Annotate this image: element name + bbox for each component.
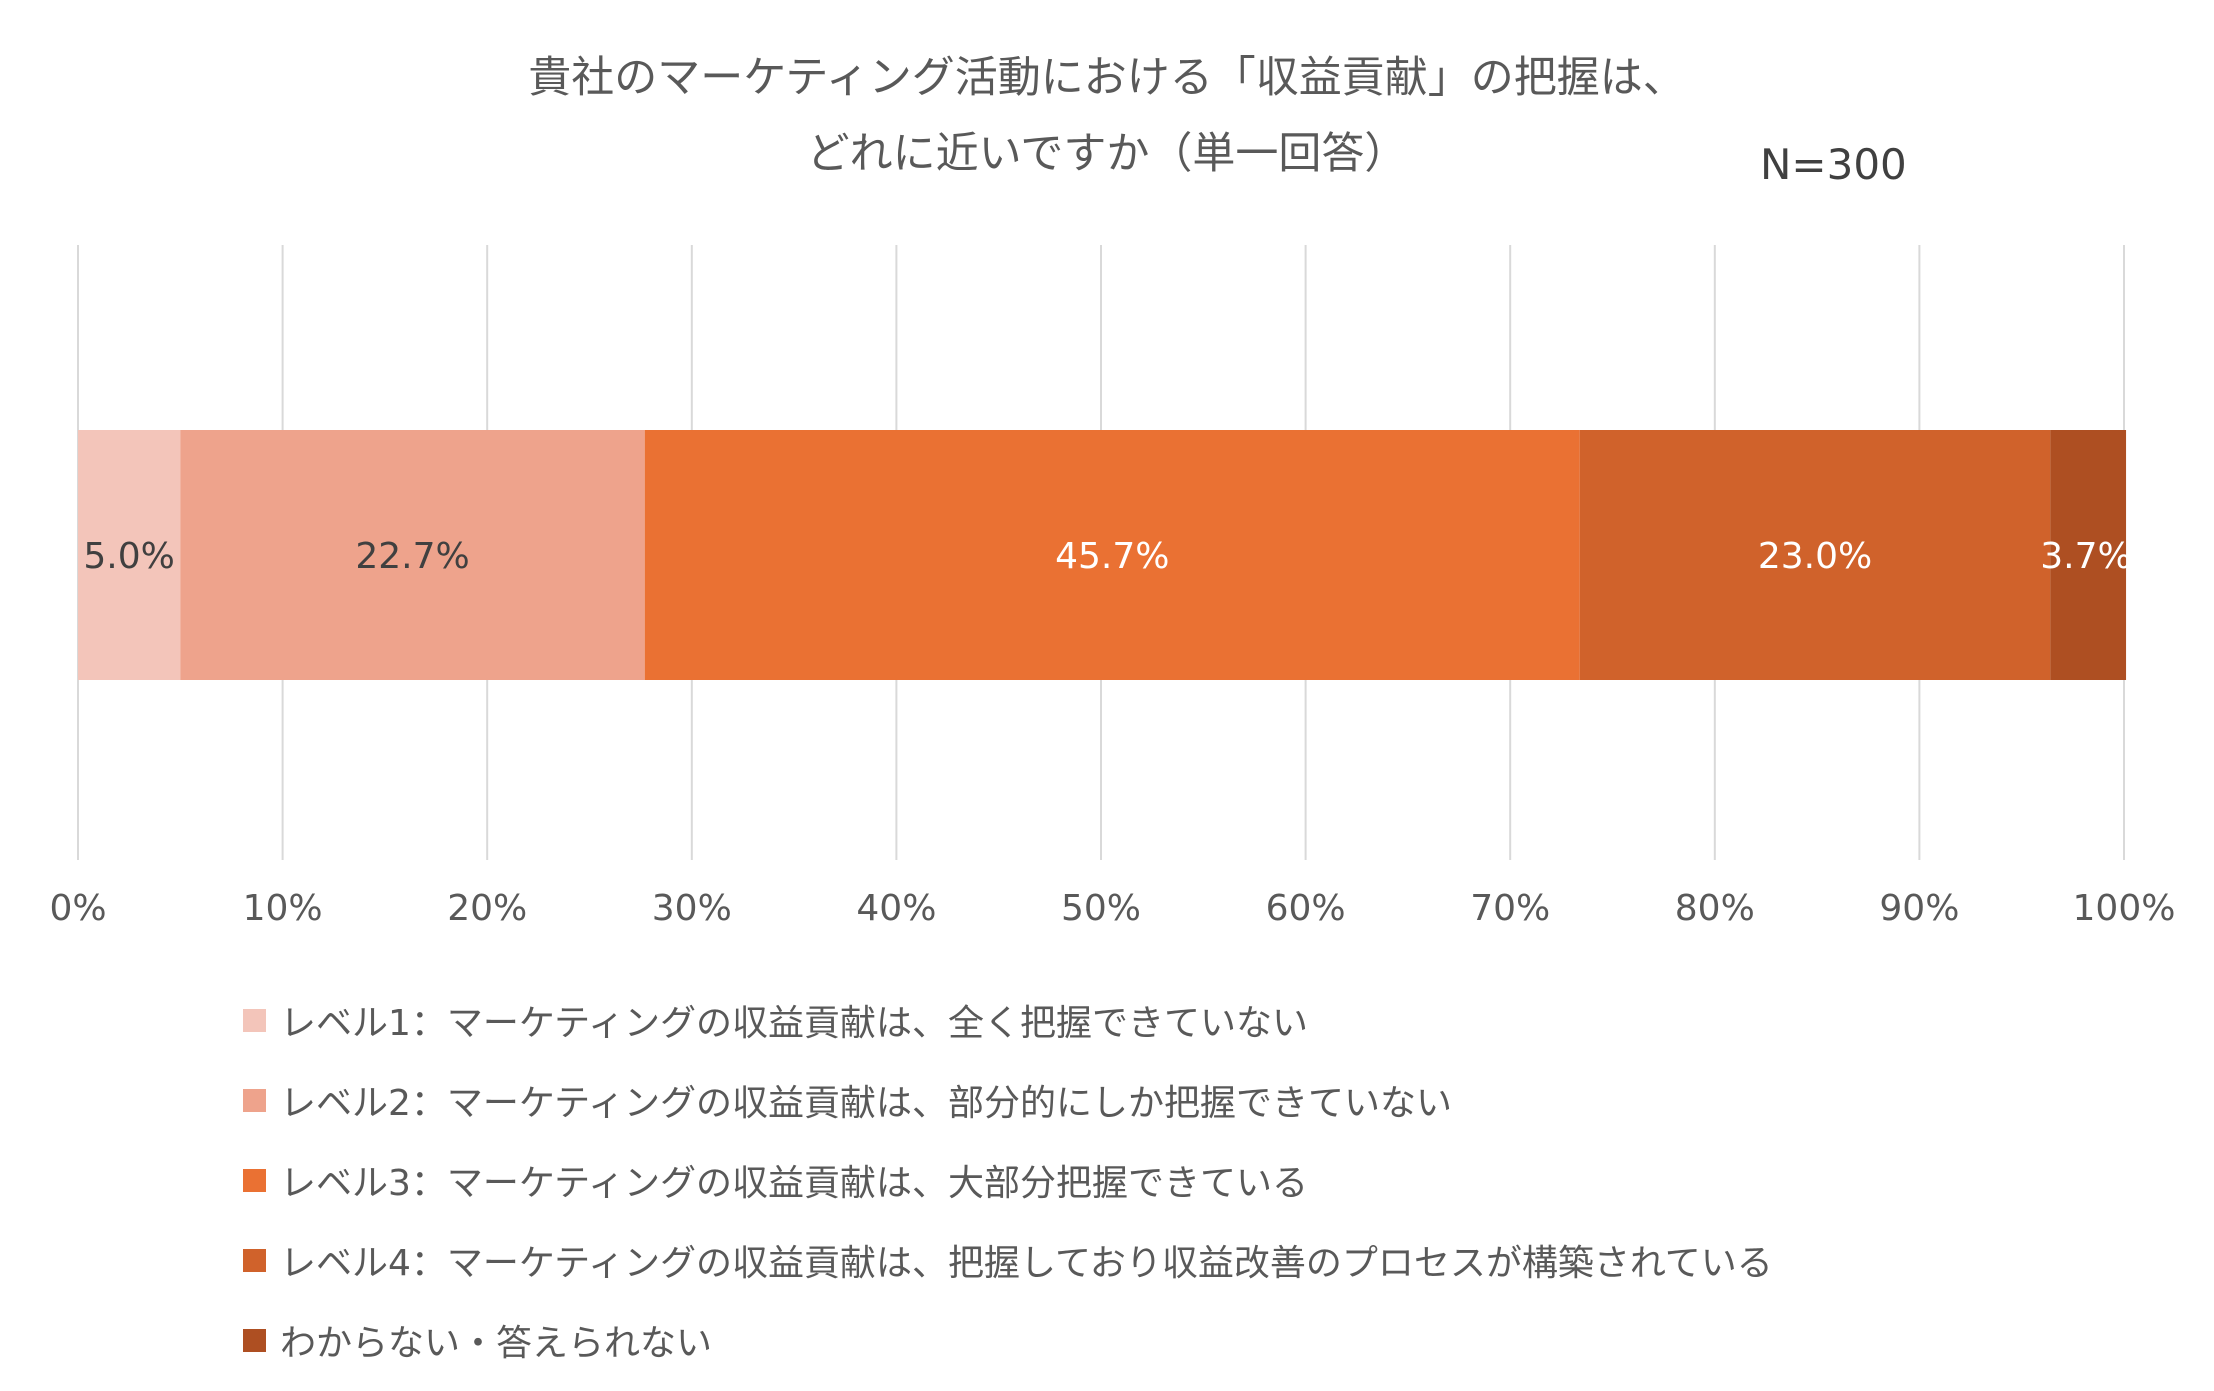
data-label-2: 22.7%	[355, 536, 469, 577]
legend-swatch-5	[243, 1328, 266, 1352]
x-tick-label-8: 80%	[1675, 888, 1755, 929]
legend-item-2: レベル2：マーケティングの収益貢献は、部分的にしか把握できていない	[243, 1060, 1773, 1140]
legend-item-1: レベル1：マーケティングの収益貢献は、全く把握できていない	[243, 980, 1773, 1060]
x-tick-label-1: 10%	[243, 888, 323, 929]
x-tick-label-3: 30%	[652, 888, 732, 929]
data-label-3: 45.7%	[1055, 536, 1169, 577]
chart-title-line-1: 貴社のマーケティング活動における「収益貢献」の把握は、	[528, 53, 1686, 103]
legend-label-5: わからない・答えられない	[280, 1323, 713, 1364]
legend-item-4: レベル4：マーケティングの収益貢献は、把握しており収益改善のプロセスが構築されて…	[243, 1220, 1773, 1300]
legend-swatch-1	[243, 1008, 266, 1032]
chart-title-line-2: どれに近いですか（単一回答）	[806, 129, 1408, 179]
bar-segment-5	[2050, 430, 2127, 680]
legend-label-3: レベル3：マーケティングの収益貢献は、大部分把握できている	[280, 1163, 1309, 1204]
x-tick-label-2: 20%	[447, 888, 527, 929]
data-label-1: 5.0%	[83, 536, 174, 577]
bar-segment-2	[180, 430, 645, 680]
x-tick-label-10: 100%	[2073, 888, 2176, 929]
x-tick-label-5: 50%	[1061, 888, 1141, 929]
legend-swatch-3	[243, 1168, 266, 1192]
legend-label-4: レベル4：マーケティングの収益貢献は、把握しており収益改善のプロセスが構築されて…	[280, 1243, 1773, 1284]
chart-title: 貴社のマーケティング活動における「収益貢献」の把握は、 どれに近いですか（単一回…	[0, 40, 2214, 192]
data-labels: 5.0% 22.7% 45.7% 23.0% 3.7%	[83, 536, 2131, 577]
legend: レベル1：マーケティングの収益貢献は、全く把握できていないレベル2：マーケティン…	[243, 980, 1773, 1380]
x-tick-label-4: 40%	[856, 888, 936, 929]
stacked-bar	[78, 430, 2127, 680]
x-axis-ticks: 0% 10% 20% 30% 40% 50% 60% 70% 80% 90% 100%	[49, 888, 2175, 929]
legend-swatch-4	[243, 1248, 266, 1272]
bar-segment-1	[78, 430, 181, 680]
legend-swatch-2	[243, 1088, 266, 1112]
data-label-5: 3.7%	[2040, 536, 2131, 577]
legend-label-1: レベル1：マーケティングの収益貢献は、全く把握できていない	[280, 1003, 1309, 1044]
data-label-4: 23.0%	[1758, 536, 1872, 577]
legend-item-3: レベル3：マーケティングの収益貢献は、大部分把握できている	[243, 1140, 1773, 1220]
x-tick-label-6: 60%	[1266, 888, 1346, 929]
x-tick-label-0: 0%	[49, 888, 106, 929]
bar-segment-4	[1579, 430, 2051, 680]
x-tick-label-7: 70%	[1470, 888, 1550, 929]
legend-label-2: レベル2：マーケティングの収益貢献は、部分的にしか把握できていない	[280, 1083, 1453, 1124]
legend-item-5: わからない・答えられない	[243, 1300, 1773, 1380]
x-tick-label-9: 90%	[1879, 888, 1959, 929]
bar-segment-3	[644, 430, 1580, 680]
sample-size-annotation: N=300	[1760, 140, 1907, 189]
